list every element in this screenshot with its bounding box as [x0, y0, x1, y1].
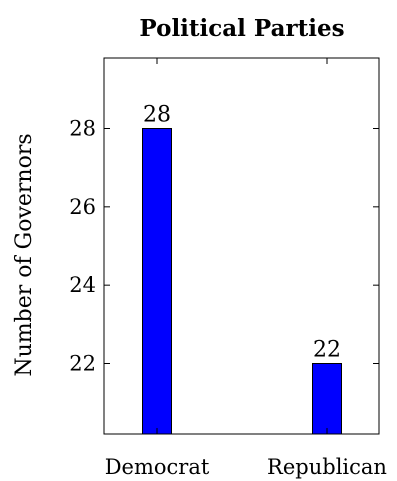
- y-axis-label: Number of Governors: [12, 133, 37, 376]
- y-tick-label-24: 24: [69, 273, 96, 297]
- bar-republican: [312, 363, 342, 435]
- bar-democrat: [142, 128, 172, 435]
- y-tick-label-22: 22: [69, 352, 96, 376]
- x-tick-label-democrat: Democrat: [105, 455, 210, 479]
- y-tick-label-26: 26: [69, 195, 96, 219]
- chart-title: Political Parties: [139, 15, 344, 42]
- plot-frame: [103, 57, 380, 435]
- x-tick-label-republican: Republican: [267, 455, 387, 479]
- data-label-democrat: 28: [143, 103, 171, 128]
- plot-area: 28 22 22 24 26 28 Democrat Republican: [69, 57, 387, 479]
- y-tick-label-28: 28: [69, 117, 96, 141]
- data-label-republican: 22: [313, 338, 341, 363]
